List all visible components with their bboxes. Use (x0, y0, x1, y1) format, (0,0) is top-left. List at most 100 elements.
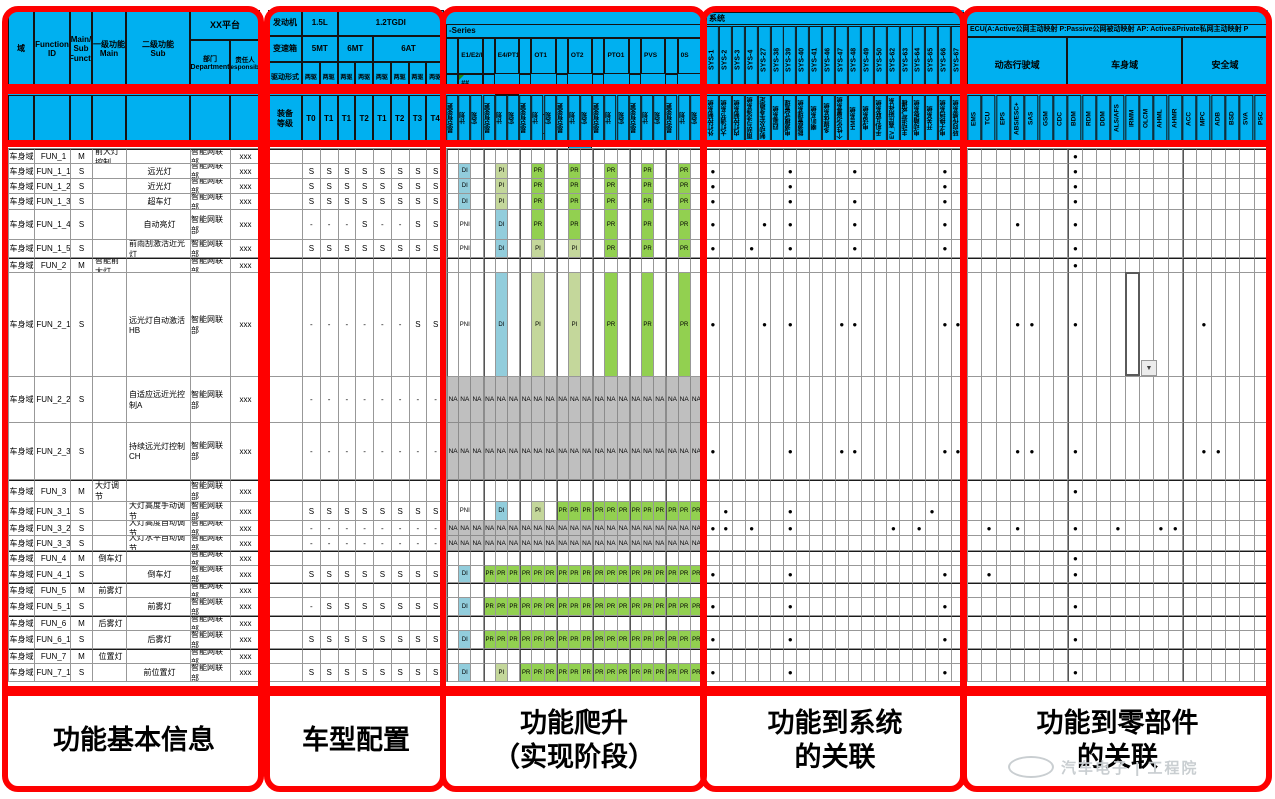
cell-config-mark[interactable]: S (303, 631, 321, 649)
cell-config-mark[interactable]: S (427, 502, 445, 521)
cell-stage[interactable] (568, 258, 582, 273)
cell-config-mark[interactable]: S (374, 631, 392, 649)
cell-department[interactable]: 智能网联部 (191, 149, 231, 164)
cell-config-mark[interactable]: S (338, 194, 357, 210)
cell-stage[interactable] (642, 583, 655, 598)
cell-system-dot[interactable] (926, 631, 940, 649)
cell-system-dot[interactable] (745, 377, 759, 423)
cell-system-dot[interactable] (939, 377, 952, 423)
cell-ecu-dot[interactable] (1082, 258, 1097, 273)
cell-stage[interactable] (471, 480, 484, 502)
cell-main-sub-flag[interactable]: S (71, 377, 93, 423)
cell-system-dot[interactable] (861, 179, 875, 194)
cell-system-dot[interactable]: ● (784, 194, 798, 210)
cell-config-mark[interactable]: S (303, 240, 321, 258)
cell-system-dot[interactable] (784, 583, 798, 598)
cell-system-dot[interactable] (861, 649, 875, 664)
cell-system-dot[interactable] (745, 631, 759, 649)
cell-system-dot[interactable] (887, 240, 901, 258)
cell-ecu-dot[interactable] (1082, 583, 1097, 598)
cell-ecu-dot[interactable] (1139, 536, 1155, 551)
cell-system-dot[interactable] (797, 377, 811, 423)
cell-stage[interactable]: PR (678, 566, 691, 583)
cell-ecu-dot[interactable] (996, 377, 1011, 423)
cell-stage[interactable] (532, 551, 545, 566)
cell-config-mark[interactable]: S (338, 664, 357, 682)
cell-ecu-dot[interactable] (968, 664, 983, 682)
cell-system-dot[interactable] (732, 616, 746, 631)
cell-system-dot[interactable] (874, 536, 888, 551)
cell-system-dot[interactable] (939, 583, 952, 598)
cell-stage[interactable]: PR (642, 631, 655, 649)
cell-stage[interactable] (690, 649, 703, 664)
cell-config-mark[interactable] (427, 258, 445, 273)
cell-ecu-dot[interactable] (996, 551, 1011, 566)
cell-system-dot[interactable]: ● (835, 273, 849, 377)
cell-ecu-dot[interactable] (1125, 210, 1140, 240)
cell-ecu-dot[interactable] (1139, 258, 1155, 273)
cell-stage[interactable]: NA (483, 536, 496, 551)
cell-system-dot[interactable] (797, 536, 811, 551)
cell-ecu-dot[interactable]: ● (1010, 521, 1026, 536)
cell-system-dot[interactable] (823, 551, 836, 566)
cell-config-spacer[interactable] (269, 649, 303, 664)
cell-stage[interactable] (520, 502, 533, 521)
cell-system-dot[interactable] (771, 164, 785, 179)
cell-ecu-dot[interactable] (1225, 273, 1241, 377)
cell-ecu-dot[interactable] (996, 210, 1011, 240)
cell-stage[interactable] (666, 149, 679, 164)
cell-ecu-dot[interactable] (982, 377, 997, 423)
cell-system-dot[interactable] (771, 194, 785, 210)
cell-ecu-dot[interactable] (1182, 521, 1198, 536)
cell-system-dot[interactable] (745, 502, 759, 521)
cell-system-dot[interactable] (797, 273, 811, 377)
cell-stage[interactable] (459, 616, 472, 631)
cell-config-mark[interactable]: - (356, 273, 374, 377)
cell-ecu-dot[interactable] (1096, 536, 1112, 551)
cell-ecu-dot[interactable] (1240, 273, 1255, 377)
cell-ecu-dot[interactable] (1111, 179, 1126, 194)
cell-system-dot[interactable] (719, 616, 733, 631)
cell-system-dot[interactable] (951, 377, 965, 423)
cell-ecu-dot[interactable]: ● (1068, 631, 1083, 649)
cell-ecu-dot[interactable] (1125, 149, 1140, 164)
cell-ecu-dot[interactable] (1168, 423, 1183, 480)
cell-system-dot[interactable] (810, 240, 824, 258)
cell-stage[interactable]: PNI (459, 273, 472, 377)
cell-stage[interactable]: PR (654, 598, 667, 616)
cell-main-sub-flag[interactable]: S (71, 423, 93, 480)
cell-stage[interactable] (593, 240, 606, 258)
cell-stage[interactable]: NA (447, 423, 460, 480)
cell-domain[interactable]: 车身域 (9, 179, 35, 194)
cell-ecu-dot[interactable] (1025, 179, 1040, 194)
cell-config-mark[interactable] (409, 551, 428, 566)
cell-system-dot[interactable] (797, 258, 811, 273)
cell-stage[interactable] (483, 480, 496, 502)
cell-system-dot[interactable] (835, 649, 849, 664)
cell-stage[interactable]: PR (678, 664, 691, 682)
cell-config-mark[interactable] (391, 258, 410, 273)
cell-domain[interactable]: 车身域 (9, 423, 35, 480)
cell-responsible[interactable]: xxx (231, 240, 261, 258)
cell-responsible[interactable]: xxx (231, 273, 261, 377)
cell-ecu-dot[interactable] (1096, 149, 1112, 164)
cell-ecu-dot[interactable] (1139, 598, 1155, 616)
cell-ecu-dot[interactable] (1254, 179, 1269, 194)
cell-ecu-dot[interactable] (1010, 149, 1026, 164)
cell-domain[interactable]: 车身域 (9, 521, 35, 536)
cell-system-dot[interactable] (823, 210, 836, 240)
cell-ecu-dot[interactable] (1082, 649, 1097, 664)
cell-system-dot[interactable] (887, 194, 901, 210)
cell-config-mark[interactable]: - (356, 536, 374, 551)
cell-stage[interactable]: NA (593, 521, 606, 536)
cell-ecu-dot[interactable] (1010, 566, 1026, 583)
cell-stage[interactable] (520, 179, 533, 194)
cell-stage[interactable] (483, 649, 496, 664)
cell-config-mark[interactable] (409, 149, 428, 164)
cell-ecu-dot[interactable] (1111, 566, 1126, 583)
cell-sub-function[interactable] (127, 258, 191, 273)
cell-responsible[interactable]: xxx (231, 149, 261, 164)
cell-stage[interactable]: PR (605, 502, 618, 521)
cell-stage[interactable] (471, 273, 484, 377)
cell-system-dot[interactable]: ● (848, 423, 862, 480)
